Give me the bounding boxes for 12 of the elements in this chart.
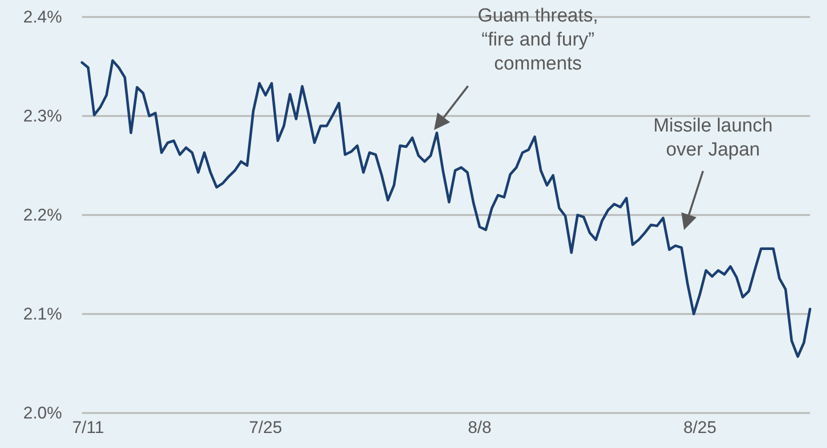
y-tick-label: 2.0% <box>23 404 62 422</box>
y-tick-label: 2.4% <box>23 8 62 26</box>
y-tick-label: 2.1% <box>23 304 62 324</box>
line-series <box>80 59 812 358</box>
y-tick-label: 2.3% <box>23 106 62 126</box>
x-tick-label: 8/25 <box>683 418 716 437</box>
annotation: Guam threats, “fire and fury” comments <box>478 6 598 74</box>
y-tick-label: 2.2% <box>23 206 62 224</box>
x-tick-label: 7/11 <box>72 418 104 437</box>
x-tick-label: 8/8 <box>468 418 492 437</box>
x-tick-label: 7/25 <box>248 418 282 437</box>
annotation: Missile launch over Japan <box>653 116 773 160</box>
